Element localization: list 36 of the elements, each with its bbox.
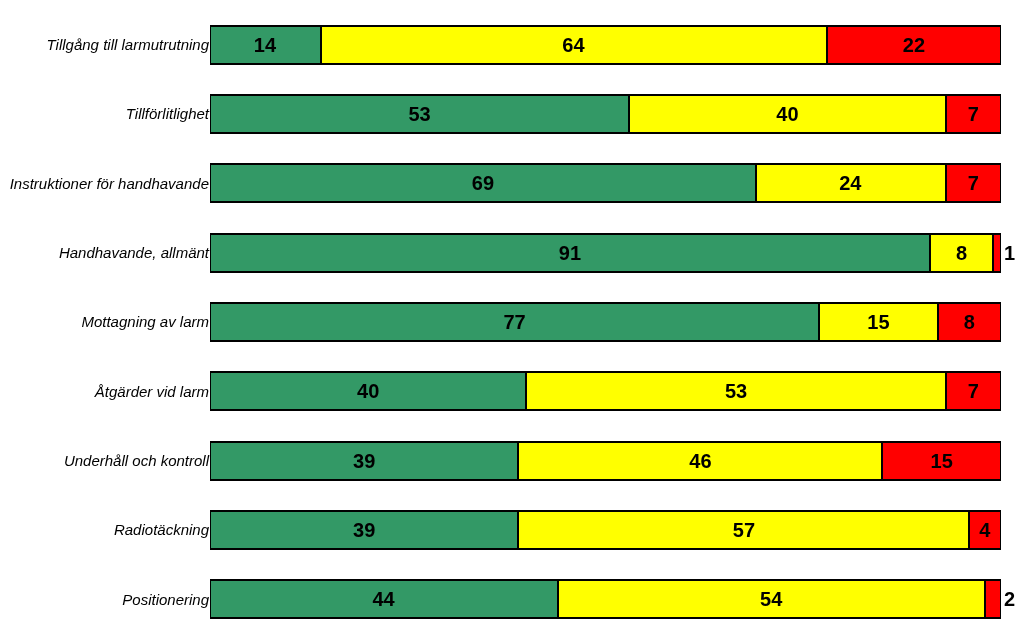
data-label: 91	[558, 241, 582, 264]
y-tick-label: Underhåll och kontroll	[63, 451, 210, 469]
y-tick-label: Tillförlitlighet	[125, 105, 210, 123]
data-label: 64	[562, 33, 586, 56]
data-label: 53	[408, 103, 431, 125]
data-label: 44	[372, 588, 396, 611]
data-label: 7	[967, 380, 979, 403]
data-label: 15	[867, 311, 890, 333]
y-tick-label: Instruktioner för handhavande	[9, 174, 209, 192]
data-label: 15	[930, 449, 953, 472]
y-tick-label: Radiotäckning	[113, 521, 210, 539]
data-label: 39	[353, 519, 376, 541]
y-tick-label: Tillgång till larmutrutning	[46, 35, 210, 53]
data-label: 1	[1004, 241, 1016, 264]
data-label: 53	[724, 380, 748, 403]
data-label: 7	[967, 172, 979, 195]
data-label: 2	[1004, 588, 1016, 611]
data-label: 40	[357, 380, 380, 403]
y-tick-label: Mottagning av larm	[81, 313, 209, 331]
data-label: 22	[902, 33, 926, 56]
data-label: 7	[967, 103, 979, 125]
data-label: 40	[776, 103, 799, 125]
data-label: 14	[253, 33, 277, 56]
y-tick-label: Handhavande, allmänt	[58, 243, 210, 261]
data-label: 57	[732, 519, 756, 541]
data-label: 8	[955, 241, 968, 264]
data-label: 8	[963, 311, 975, 333]
data-label: 69	[471, 172, 495, 195]
y-tick-label: Positionering	[122, 590, 210, 608]
data-label: 77	[503, 311, 526, 333]
data-label: 54	[760, 588, 784, 611]
data-label: 24	[839, 172, 863, 195]
data-label: 39	[353, 449, 376, 472]
data-label: 4	[979, 519, 992, 541]
data-label: 46	[689, 449, 712, 472]
y-tick-label: Åtgärder vid larm	[93, 382, 209, 400]
